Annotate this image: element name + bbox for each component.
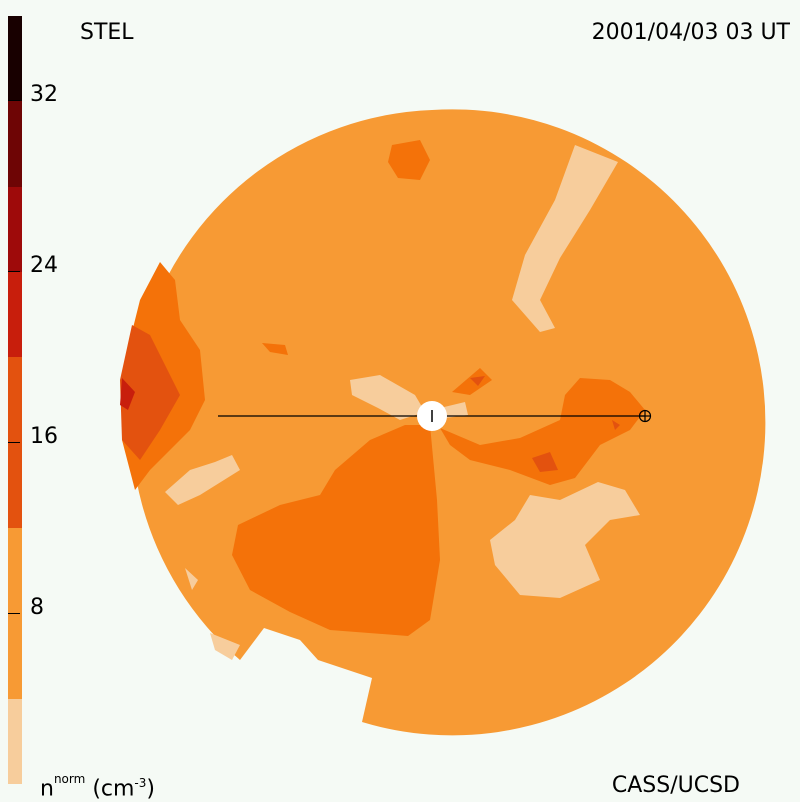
density-region-low bbox=[350, 375, 425, 420]
earth-icon bbox=[638, 409, 652, 423]
density-region-low bbox=[440, 402, 468, 418]
density-region-high bbox=[612, 420, 620, 430]
density-region-low bbox=[512, 145, 618, 332]
density-region-high bbox=[470, 376, 485, 386]
density-region-mid bbox=[440, 378, 645, 485]
density-region-low bbox=[185, 568, 198, 590]
colorbar-band bbox=[8, 699, 22, 784]
density-region-high bbox=[532, 452, 558, 472]
colorbar-label: 16 bbox=[30, 424, 58, 449]
colorbar-label: 8 bbox=[30, 595, 44, 620]
colorbar-band bbox=[8, 16, 22, 101]
colorbar-tick bbox=[8, 100, 20, 101]
density-region-mid bbox=[452, 368, 492, 395]
colorbar-band bbox=[8, 187, 22, 272]
colorbar-label: 32 bbox=[30, 82, 58, 107]
source-label: STEL bbox=[80, 20, 134, 45]
unit-exponent: -3 bbox=[134, 776, 147, 791]
units-label: nnorm (cm-3) bbox=[40, 772, 155, 802]
colorbar-tick bbox=[8, 613, 20, 614]
colorbar-tick bbox=[8, 271, 20, 272]
timestamp-label: 2001/04/03 03 UT bbox=[591, 20, 790, 45]
density-region-peak bbox=[120, 378, 135, 410]
colorbar-band bbox=[8, 101, 22, 187]
credit-label: CASS/UCSD bbox=[611, 773, 740, 798]
unit-close: ) bbox=[146, 776, 155, 802]
density-region-mid bbox=[262, 343, 288, 355]
colorbar-tick bbox=[8, 442, 20, 443]
density-region-mid bbox=[232, 425, 440, 636]
colorbar-band bbox=[8, 272, 22, 357]
unit-superscript: norm bbox=[53, 772, 86, 786]
density-region-low bbox=[165, 455, 240, 505]
colorbar-label: 24 bbox=[30, 253, 58, 278]
unit-base: n bbox=[40, 776, 54, 802]
density-region-low bbox=[490, 482, 640, 598]
unit-paren: (cm bbox=[92, 776, 135, 802]
density-region-high bbox=[120, 325, 180, 460]
density-region-mid bbox=[388, 140, 430, 180]
density-region-low bbox=[210, 633, 240, 660]
